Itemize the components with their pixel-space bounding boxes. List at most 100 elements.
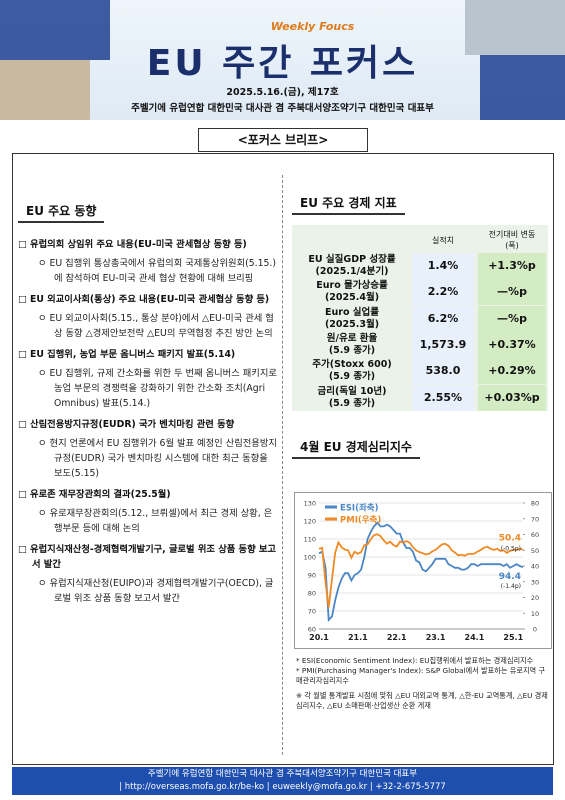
- x-tick-label: 22.1: [387, 633, 407, 642]
- trend-item: □ 유럽의회 상임위 주요 내용(EU-미국 관세협상 동향 등) ㅇ EU 집행…: [18, 237, 278, 286]
- chart-title: 4월 EU 경제심리지수: [292, 436, 420, 459]
- indicator-label: Euro 물가상승률 (2025.4월): [294, 280, 410, 304]
- trend-body: ㅇ EU 집행위 통상총국에서 유럽의회 국제통상위원회(5.15.)에 참석하…: [38, 258, 276, 284]
- trend-item: □ EU 집행위, 농업 부문 옴니버스 패키지 발표(5.14) ㅇ EU 집행…: [18, 347, 278, 411]
- photo: [465, 0, 565, 55]
- content-box: [12, 153, 554, 765]
- indicator-label: EU 실질GDP 성장률 (2025.1/4분기): [294, 254, 410, 278]
- indicator-change: +1.3%p: [478, 253, 546, 279]
- y2-tick-label: 30: [531, 578, 539, 586]
- indicator-row: 원/유로 환율 (5.9 종가) 1,573.9 +0.37%: [292, 331, 548, 358]
- indicator-change: —%p: [478, 279, 546, 306]
- annotation: 94.4: [499, 572, 521, 582]
- heading-text: 유럽의회 상임위 주요 내용(EU-미국 관세협상 동향 등): [30, 239, 247, 250]
- column-header: 실적치: [431, 236, 455, 245]
- indicator-row: 금리(독일 10년) (5.9 종가) 2.55% +0.03%p: [292, 384, 548, 411]
- y2-tick-label: 40: [531, 563, 539, 571]
- label-line: (5.9 종가): [328, 397, 376, 409]
- trend-body: ㅇ 유럽지식재산청(EUIPO)과 경제협력개발기구(OECD), 글로벌 위조…: [38, 578, 274, 604]
- chart: 60 70 80 90 100 110 120 130 0 10 20 30 40 50 60 70 80 20.…: [294, 492, 552, 649]
- label-line: Euro 물가상승률: [316, 280, 388, 292]
- label-line: 주가(Stoxx 600): [312, 359, 392, 371]
- indicator-change: +0.03%p: [478, 384, 546, 411]
- indicator-value: 538.0: [412, 358, 474, 385]
- annotation: (-1.4p): [501, 583, 521, 590]
- trend-body: ㅇ EU 집행위, 규제 간소화를 위한 두 번째 옴니버스 패키지로 농업 부…: [38, 368, 277, 409]
- footer-contact: | http://overseas.mofa.go.kr/be-ko | euw…: [119, 782, 446, 792]
- annotation: 50.4: [499, 534, 521, 544]
- trend-heading: □ EU 외교이사회(통상) 주요 내용(EU-미국 관세협상 동향 등): [18, 294, 270, 305]
- label-line: Euro 실업률: [325, 306, 379, 318]
- legend-label: PMI(우축): [340, 515, 381, 526]
- title: EU 주간 포커스: [146, 43, 419, 84]
- indicator-value: 2.55%: [412, 384, 474, 411]
- indicator-label: 주가(Stoxx 600) (5.9 종가): [294, 359, 410, 383]
- issue-date: 2025.5.16.(금), 제17호: [226, 87, 339, 98]
- heading-text: 유로존 재무장관회의 결과(25.5월): [30, 489, 171, 500]
- footer: 주벨기에 유럽연합 대한민국 대사관 겸 주북대서양조약기구 대한민국 대표부 …: [12, 767, 553, 795]
- x-tick-label: 20.1: [309, 633, 329, 642]
- body-text: EU 집행위, 규제 간소화를 위한 두 번째 옴니버스 패키지로 농업 부문의…: [49, 368, 277, 409]
- trend-body: ㅇ EU 외교이사회(5.15., 통상 분야)에서 △EU-미국 관세 협상 …: [38, 313, 274, 339]
- indicator-change: —%p: [478, 305, 546, 332]
- label-line: (2025.4월): [324, 292, 380, 304]
- indicators-title-wrap: EU 주요 경제 지표: [292, 192, 405, 215]
- label-line: (2025.3월): [324, 318, 380, 330]
- trends: EU 주요 동향 □ 유럽의회 상임위 주요 내용(EU-미국 관세협상 동향 …: [18, 200, 278, 612]
- body-text: 현지 언론에서 EU 집행위가 6월 발표 예정인 산림전용방지규정(EUDR)…: [49, 438, 277, 479]
- series-line: [318, 521, 524, 623]
- indicator-value: 1.4%: [412, 253, 474, 279]
- x-tick-label: 21.1: [348, 633, 368, 642]
- indicator-row: Euro 실업률 (2025.3월) 6.2% —%p: [292, 305, 548, 332]
- photo: [0, 60, 90, 120]
- indicator-label: 원/유로 환율 (5.9 종가): [294, 333, 410, 357]
- divider: [282, 175, 283, 755]
- label-line: (5.9 종가): [328, 371, 376, 383]
- y2-tick-label: 60: [531, 531, 539, 539]
- y-tick-label: 60: [308, 626, 316, 634]
- trend-item: □ EU 외교이사회(통상) 주요 내용(EU-미국 관세협상 동향 등) ㅇ E…: [18, 292, 278, 341]
- y2-tick-label: 20: [531, 594, 539, 602]
- y-tick-label: 130: [304, 500, 316, 508]
- body-text: 유럽지식재산청(EUIPO)과 경제협력개발기구(OECD), 글로벌 위조 상…: [49, 578, 274, 604]
- trend-item: □ 유로존 재무장관회의 결과(25.5월) ㅇ 유로재무장관회의(5.12., …: [18, 487, 278, 536]
- y-tick-label: 110: [304, 536, 316, 544]
- heading-text: 유럽지식재산청-경제협력개발기구, 글로벌 위조 상품 동향 보고서 발간: [30, 544, 276, 570]
- body-text: EU 외교이사회(5.15., 통상 분야)에서 △EU-미국 관세 협상 동향…: [49, 313, 274, 339]
- annotation: (-0.5p): [501, 546, 521, 553]
- y2-tick-label: 70: [531, 515, 539, 523]
- trend-heading: □ EU 집행위, 농업 부문 옴니버스 패키지 발표(5.14): [18, 349, 236, 360]
- trend-body: ㅇ 현지 언론에서 EU 집행위가 6월 발표 예정인 산림전용방지규정(EUD…: [38, 438, 277, 479]
- heading-text: 산림전용방지규정(EUDR) 국가 벤치마킹 관련 동향: [30, 419, 235, 430]
- flag-image: [0, 0, 110, 60]
- heading-text: EU 집행위, 농업 부문 옴니버스 패키지 발표(5.14): [30, 349, 236, 360]
- column-header: 전기대비 변동(폭): [488, 230, 536, 250]
- trend-item: □ 유럽지식재산청-경제협력개발기구, 글로벌 위조 상품 동향 보고서 발간 ㅇ…: [18, 542, 278, 606]
- indicator-table: 실적치 전기대비 변동(폭) EU 실질GDP 성장률 (2025.1/4분기) 1…: [292, 225, 548, 411]
- footer-org: 주벨기에 유럽연합 대한민국 대사관 겸 주북대서양조약기구 대한민국 대표부: [147, 769, 418, 779]
- note: * PMI(Purchasing Manager's Index): S&P G…: [296, 666, 546, 685]
- note: ※ 각 월별 통계발표 시점에 맞춰 △EU 대외교역 통계, △한-EU 교역…: [296, 691, 548, 710]
- y-tick-label: 90: [308, 572, 316, 580]
- trend-list: □ 유럽의회 상임위 주요 내용(EU-미국 관세협상 동향 등) ㅇ EU 집행…: [18, 237, 278, 606]
- trend-body: ㅇ 유로재무장관회의(5.12., 브뤼셀)에서 최근 경제 상황, 은행부문 …: [38, 508, 273, 534]
- indicator-row: 주가(Stoxx 600) (5.9 종가) 538.0 +0.29%: [292, 358, 548, 385]
- trend-heading: □ 산림전용방지규정(EUDR) 국가 벤치마킹 관련 동향: [18, 419, 235, 430]
- y2-tick-label: 0: [533, 626, 537, 634]
- chart-title-wrap: 4월 EU 경제심리지수: [292, 436, 420, 459]
- indicator-label: Euro 실업률 (2025.3월): [294, 307, 410, 331]
- x-tick-label: 24.1: [465, 633, 485, 642]
- series-line: [318, 533, 524, 608]
- note: * ESI(Economic Sentiment Index): EU집행위에서…: [296, 656, 534, 665]
- label-line: (5.9 종가): [328, 344, 376, 356]
- x-tick-label: 23.1: [426, 633, 446, 642]
- organization: 주벨기에 유럽연합 대한민국 대사관 겸 주북대서양조약기구 대한민국 대표부: [131, 103, 434, 114]
- section-title: EU 주요 경제 지표: [292, 192, 405, 215]
- banner: Weekly Foucs EU 주간 포커스 2025.5.16.(금), 제1…: [0, 0, 565, 120]
- subtitle: Weekly Foucs: [270, 20, 355, 33]
- y2-tick-label: 50: [531, 547, 539, 555]
- y-tick-label: 80: [308, 590, 316, 598]
- y-tick-label: 100: [304, 554, 316, 562]
- indicator-label: 금리(독일 10년) (5.9 종가): [294, 386, 410, 410]
- label-line: 금리(독일 10년): [317, 385, 387, 397]
